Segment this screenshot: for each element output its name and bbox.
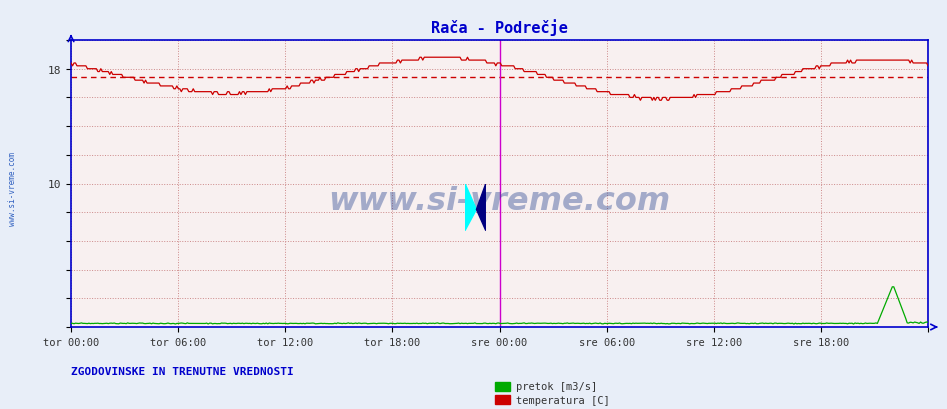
Text: ZGODOVINSKE IN TRENUTNE VREDNOSTI: ZGODOVINSKE IN TRENUTNE VREDNOSTI	[71, 366, 294, 376]
Text: temperatura [C]: temperatura [C]	[516, 395, 610, 405]
Text: www.si-vreme.com: www.si-vreme.com	[8, 151, 17, 225]
Polygon shape	[465, 184, 476, 231]
Text: pretok [m3/s]: pretok [m3/s]	[516, 381, 598, 391]
Title: Rača - Podrečje: Rača - Podrečje	[431, 19, 568, 36]
Text: www.si-vreme.com: www.si-vreme.com	[329, 186, 670, 217]
Polygon shape	[476, 184, 486, 231]
